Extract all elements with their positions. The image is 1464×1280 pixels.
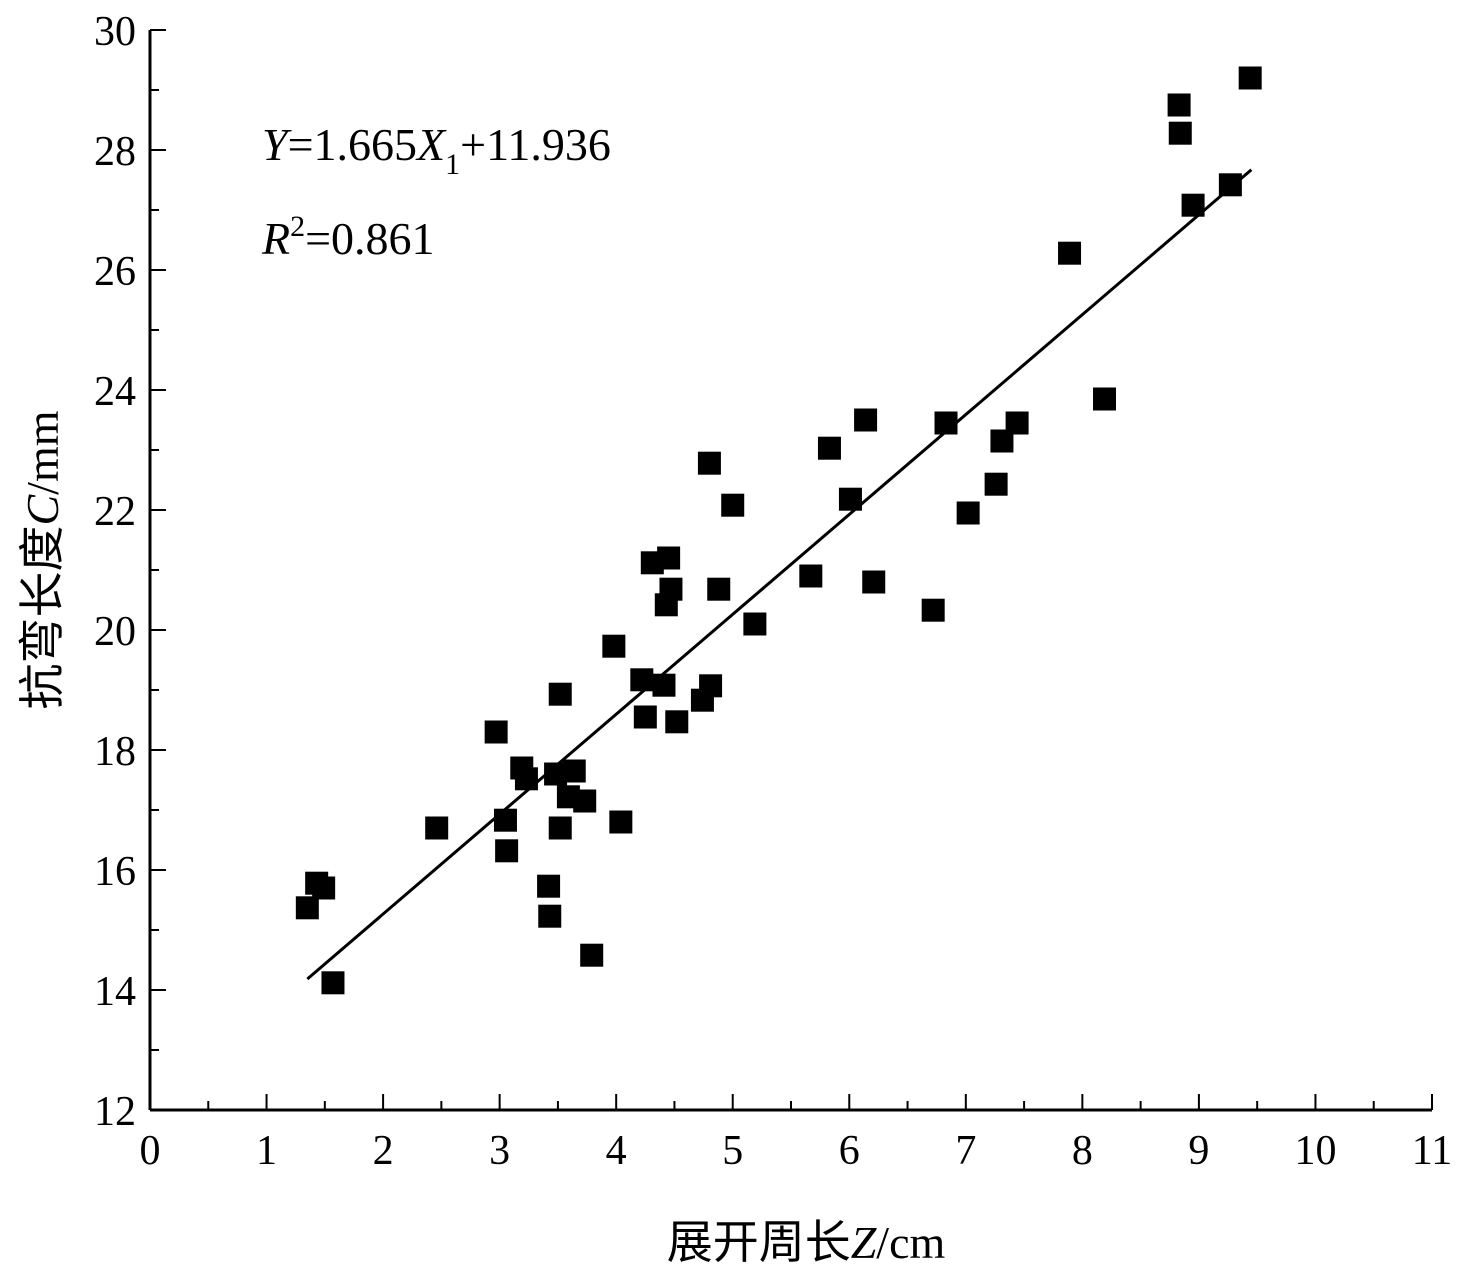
- data-point: [630, 668, 654, 692]
- data-point: [609, 810, 633, 834]
- data-point: [921, 598, 945, 622]
- x-tick-label: 5: [722, 1128, 743, 1174]
- y-tick-label: 22: [94, 489, 136, 535]
- data-point: [707, 577, 731, 601]
- data-point: [295, 896, 319, 920]
- data-point: [990, 429, 1014, 453]
- data-point: [1167, 93, 1191, 117]
- data-point: [321, 971, 345, 995]
- x-tick-label: 3: [489, 1128, 510, 1174]
- data-point: [659, 577, 683, 601]
- data-point: [1093, 387, 1117, 411]
- data-point: [697, 451, 721, 475]
- r-squared-annotation: R2=0.861: [261, 210, 435, 264]
- data-point: [573, 789, 597, 813]
- data-point: [548, 816, 572, 840]
- data-point: [743, 612, 767, 636]
- equation-annotation: Y=1.665X1+11.936: [262, 119, 611, 181]
- data-point: [854, 408, 878, 432]
- x-tick-label: 7: [955, 1128, 976, 1174]
- data-point: [537, 874, 561, 898]
- x-tick-label: 9: [1188, 1128, 1209, 1174]
- data-point: [799, 564, 823, 588]
- x-tick-label: 8: [1072, 1128, 1093, 1174]
- y-tick-label: 18: [94, 729, 136, 775]
- y-tick-label: 28: [94, 129, 136, 175]
- data-point: [493, 808, 517, 832]
- data-point: [862, 570, 886, 594]
- data-point: [602, 634, 626, 658]
- y-tick-label: 26: [94, 249, 136, 295]
- data-point: [484, 720, 508, 744]
- x-tick-label: 1: [256, 1128, 277, 1174]
- data-point: [548, 682, 572, 706]
- data-point: [652, 673, 676, 697]
- data-point: [538, 904, 562, 928]
- data-point: [984, 472, 1008, 496]
- y-tick-label: 30: [94, 9, 136, 55]
- data-point: [495, 839, 519, 863]
- data-point: [1218, 173, 1242, 197]
- data-point: [633, 705, 657, 729]
- data-point: [934, 411, 958, 435]
- data-point: [1058, 241, 1082, 265]
- regression-line: [306, 168, 1253, 981]
- data-point: [699, 674, 723, 698]
- x-tick-label: 11: [1412, 1128, 1452, 1174]
- y-tick-label: 12: [94, 1089, 136, 1135]
- data-point: [312, 876, 336, 900]
- data-point: [817, 436, 841, 460]
- data-point: [665, 710, 689, 734]
- y-axis-title: 抗弯长度C/mm: [17, 410, 68, 709]
- x-tick-label: 0: [140, 1128, 161, 1174]
- data-point: [514, 767, 538, 791]
- y-tick-label: 16: [94, 849, 136, 895]
- x-tick-label: 2: [373, 1128, 394, 1174]
- data-point: [721, 493, 745, 517]
- data-point: [956, 501, 980, 525]
- data-point: [1168, 121, 1192, 145]
- x-tick-label: 10: [1294, 1128, 1336, 1174]
- x-tick-label: 4: [606, 1128, 627, 1174]
- x-axis-title: 展开周长Z/cm: [667, 1217, 946, 1268]
- data-points: [295, 66, 1262, 995]
- data-point: [1181, 193, 1205, 217]
- y-tick-label: 14: [94, 969, 136, 1015]
- data-point: [562, 759, 586, 783]
- x-tick-label: 6: [839, 1128, 860, 1174]
- data-point: [425, 816, 449, 840]
- data-point: [1238, 66, 1262, 90]
- y-tick-label: 20: [94, 609, 136, 655]
- data-point: [838, 487, 862, 511]
- y-tick-label: 24: [94, 369, 136, 415]
- data-point: [1005, 411, 1029, 435]
- data-point: [657, 546, 681, 570]
- data-point: [544, 762, 568, 786]
- data-point: [580, 943, 604, 967]
